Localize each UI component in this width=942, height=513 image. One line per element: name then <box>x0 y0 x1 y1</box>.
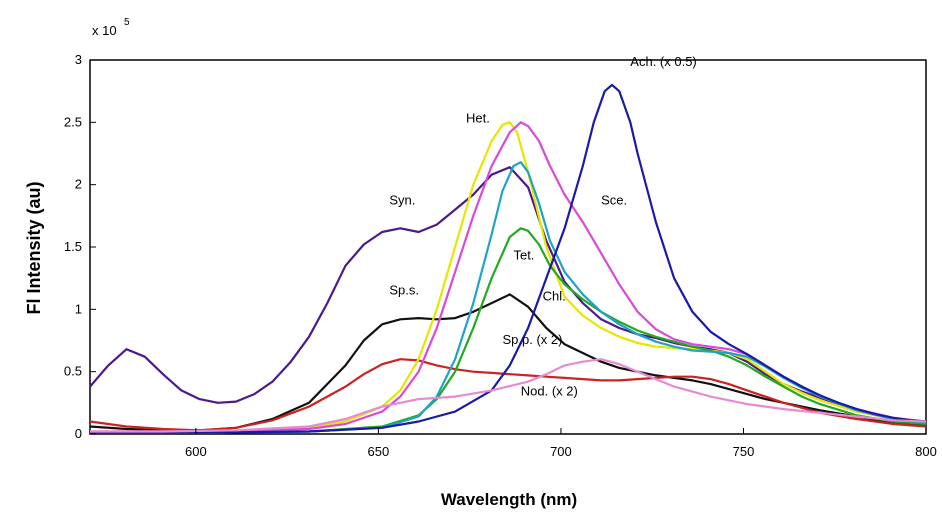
y-exponent-label: 5 <box>124 17 130 28</box>
plot-area <box>89 59 927 435</box>
y-tick-label: 1 <box>75 301 82 316</box>
series-annotation: Ach. (x 0.5) <box>630 54 696 69</box>
series-line-3 <box>89 358 927 432</box>
series-line-6 <box>90 227 927 434</box>
series-annotation: Sce. <box>601 193 627 208</box>
series-layer <box>89 83 927 434</box>
y-tick-label: 3 <box>75 52 82 67</box>
y-tick-label: 0 <box>75 426 82 441</box>
plot-frame <box>89 59 927 435</box>
y-tick-label: 2.5 <box>64 114 82 129</box>
series-line-9 <box>90 358 927 433</box>
x-tick-label: 750 <box>733 444 755 459</box>
tick-layer: 600 650 700 750 800 0 0.5 1 1.5 2 2.5 3 <box>64 52 937 459</box>
x-tick-label: 800 <box>915 444 937 459</box>
series-annotation: Het. <box>466 110 490 125</box>
x-axis-label: Wavelength (nm) <box>441 490 577 509</box>
series-annotation: Tet. <box>513 247 534 262</box>
series-line-2 <box>89 293 927 432</box>
annotation-layer: Ach. (x 0.5) Het. Syn. Sce. Tet. Sp.s. Chl. Sp.… <box>389 54 696 398</box>
series-line-4 <box>90 121 927 433</box>
series-annotation: Nod. (x 2) <box>521 383 578 398</box>
series-annotation: Syn. <box>389 193 415 208</box>
y-axis-label: Fl Intensity (au) <box>24 181 44 314</box>
series-line-8 <box>90 83 927 434</box>
x-tick-label: 700 <box>550 444 572 459</box>
y-tick-label: 0.5 <box>64 364 82 379</box>
x-tick-label: 600 <box>185 444 207 459</box>
y-tick-label: 1.5 <box>64 239 82 254</box>
y-multiplier-label: x 10 <box>92 23 117 38</box>
series-annotation: Sp.s. <box>389 282 419 297</box>
y-tick-label: 2 <box>75 177 82 192</box>
x-tick-label: 650 <box>368 444 390 459</box>
series-annotation: Chl. <box>543 289 566 304</box>
series-annotation: Sp.p. (x 2) <box>503 332 563 347</box>
